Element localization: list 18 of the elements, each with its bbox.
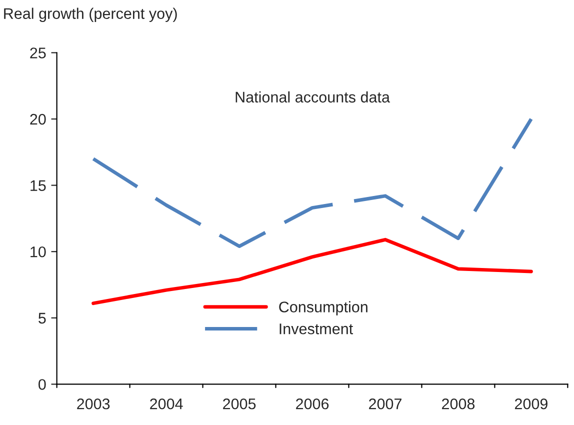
annotation: National accounts data	[236, 91, 390, 103]
legend-label: Consumption	[279, 301, 368, 316]
x-tick-label: 2004	[150, 398, 183, 410]
y-tick-label: 15	[30, 180, 46, 191]
legend-label: Investment	[280, 324, 353, 334]
x-tick-label: 2003	[77, 398, 110, 410]
y-tick-label: 20	[30, 114, 46, 125]
y-tick-label: 5	[38, 312, 46, 324]
y-tick-label: 10	[30, 246, 46, 258]
x-tick-label: 2006	[296, 398, 329, 410]
y-tick-label: 0	[38, 379, 46, 390]
y-axis-title: Real growth (percent yoy)	[4, 8, 177, 22]
x-tick-label: 2008	[442, 398, 475, 410]
x-tick-label: 2007	[369, 398, 402, 410]
x-tick-label: 2005	[223, 398, 256, 410]
line-series	[92, 117, 533, 248]
y-tick-label: 25	[30, 48, 46, 58]
x-tick-label: 2009	[514, 398, 548, 410]
